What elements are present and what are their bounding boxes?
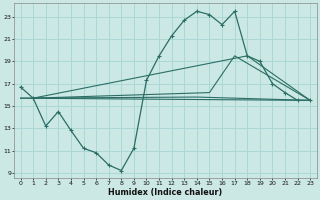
X-axis label: Humidex (Indice chaleur): Humidex (Indice chaleur) (108, 188, 222, 197)
